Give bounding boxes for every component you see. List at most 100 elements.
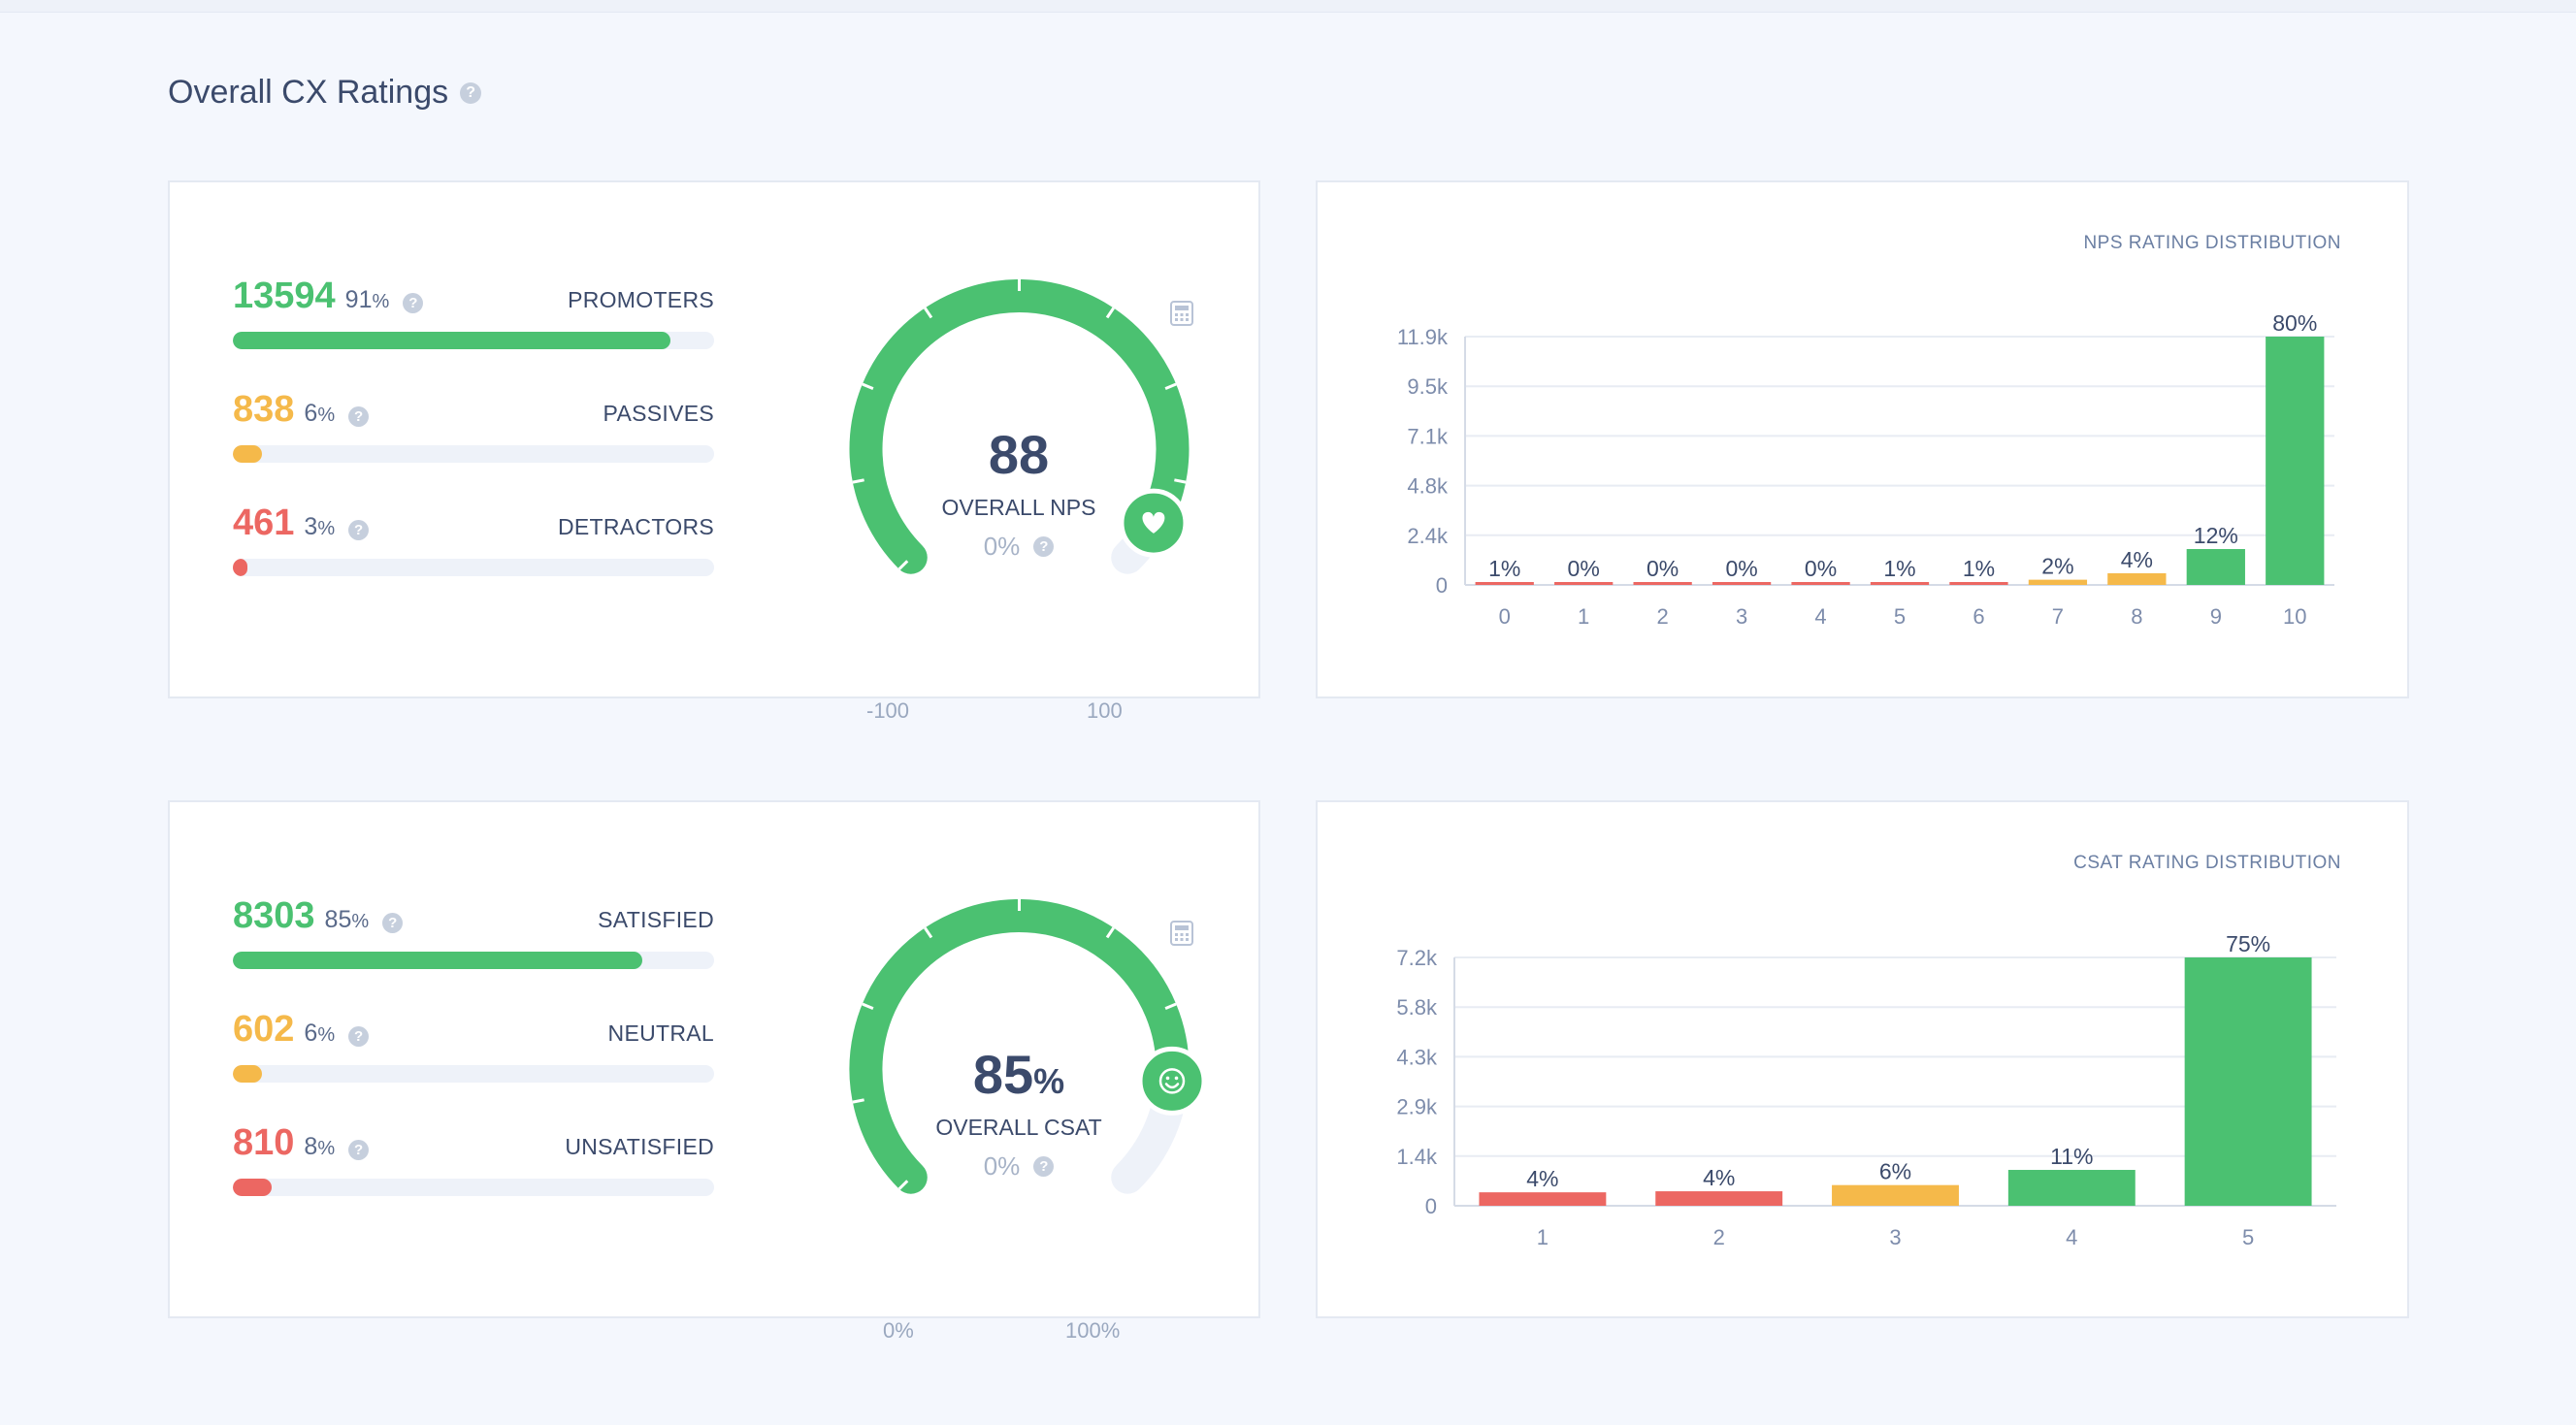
csat-gauge: 85% OVERALL CSAT 0%? 0% 100% [839, 899, 1227, 1343]
data-label: 2% [2041, 554, 2073, 579]
data-label: 0% [1568, 556, 1600, 581]
nps-gauge-max: 100 [1087, 698, 1123, 723]
data-label: 12% [2194, 523, 2238, 548]
bar[interactable] [1633, 582, 1692, 585]
csat-gauge-tick [1164, 1002, 1177, 1011]
bar[interactable] [1712, 582, 1772, 585]
progress-track [233, 332, 714, 349]
metric-count: 8303 [233, 895, 315, 936]
help-icon[interactable]: ? [460, 81, 482, 104]
csat-gauge-tick [862, 1002, 874, 1011]
nps-distribution-card: NPS RATING DISTRIBUTION 0 2.4k 4.8k 7.1k 9.5… [1316, 180, 2409, 698]
data-label: 0% [1647, 556, 1679, 581]
csat-gauge-tick [924, 926, 933, 939]
progress-fill [233, 445, 262, 463]
x-tick-label: 5 [2242, 1225, 2254, 1249]
calculator-icon[interactable] [1169, 921, 1194, 946]
progress-fill [233, 332, 671, 349]
x-tick-label: 3 [1889, 1225, 1901, 1249]
csat-gauge-max: 100% [1065, 1318, 1121, 1343]
bar[interactable] [1554, 582, 1614, 585]
bar[interactable] [1655, 1191, 1783, 1206]
bar[interactable] [1479, 1192, 1607, 1206]
metric-detractors: 461 3%? DETRACTORS [233, 502, 714, 576]
x-tick-label: 5 [1894, 604, 1906, 629]
data-label: 75% [2226, 931, 2270, 956]
metric-passives: 838 6%? PASSIVES [233, 389, 714, 463]
y-tick-label: 0 [1425, 1194, 1437, 1218]
y-tick-label: 2.9k [1396, 1095, 1438, 1119]
progress-fill [233, 1179, 272, 1196]
csat-distribution-chart: 0 1.4k 2.9k 4.3k 5.8k 7.2k 4% 1 4% 2 6% 3 11% 4 75% 5 [1396, 931, 2336, 1249]
metric-percent: 6% [304, 1020, 336, 1047]
y-tick-label: 4.3k [1396, 1045, 1438, 1069]
x-tick-label: 9 [2210, 604, 2222, 629]
bar[interactable] [1870, 582, 1930, 585]
metric-count: 13594 [233, 275, 336, 316]
csat-gauge-tick [852, 1098, 864, 1104]
csat-gauge-label: OVERALL CSAT [935, 1115, 1102, 1140]
x-tick-label: 1 [1578, 604, 1589, 629]
x-tick-label: 3 [1736, 604, 1747, 629]
progress-track [233, 445, 714, 463]
nps-gauge: 88 OVERALL NPS 0%? -100 100 [839, 279, 1227, 723]
bar[interactable] [2028, 579, 2088, 585]
calculator-icon[interactable] [1169, 301, 1194, 326]
data-label: 4% [1526, 1166, 1558, 1191]
nps-gauge-tick [862, 382, 874, 391]
nps-gauge-tick [924, 307, 933, 319]
data-label: 0% [1805, 556, 1837, 581]
data-label: 1% [1963, 556, 1995, 581]
metric-neutral: 602 6%? NEUTRAL [233, 1009, 714, 1083]
bar[interactable] [1475, 582, 1534, 585]
top-bar [0, 0, 2576, 13]
y-tick-label: 5.8k [1396, 995, 1438, 1020]
csat-gauge-tick [897, 1180, 909, 1190]
csat-gauge-min: 0% [883, 1318, 914, 1343]
bar[interactable] [1949, 582, 2008, 585]
data-label: 0% [1725, 556, 1757, 581]
y-tick-label: 1.4k [1396, 1145, 1438, 1169]
metric-satisfied: 8303 85%? SATISFIED [233, 895, 714, 969]
nps-gauge-fill [849, 279, 1190, 574]
y-tick-label: 11.9k [1397, 325, 1449, 349]
bar[interactable] [2266, 337, 2325, 585]
help-icon[interactable]: ? [348, 520, 370, 540]
help-icon[interactable]: ? [403, 293, 424, 313]
x-tick-label: 10 [2283, 604, 2306, 629]
y-tick-label: 7.2k [1396, 946, 1438, 970]
nps-gauge-tick [1174, 478, 1187, 484]
y-tick-label: 4.8k [1407, 474, 1449, 499]
y-tick-label: 9.5k [1407, 374, 1449, 399]
help-icon[interactable]: ? [348, 1026, 370, 1047]
nps-gauge-tick [852, 478, 864, 484]
metric-percent: 91% [344, 286, 390, 313]
nps-gauge-min: -100 [866, 698, 910, 723]
metric-label: UNSATISFIED [565, 1134, 714, 1159]
csat-gauge-change: 0%? [839, 1151, 1198, 1182]
nps-gauge-change: 0%? [839, 532, 1198, 562]
data-label: 4% [1703, 1165, 1735, 1190]
x-tick-label: 1 [1537, 1225, 1549, 1249]
metric-percent: 8% [304, 1133, 336, 1160]
x-tick-label: 6 [1973, 604, 1984, 629]
x-tick-label: 4 [2066, 1225, 2077, 1249]
bar[interactable] [2186, 548, 2245, 585]
bar[interactable] [1832, 1184, 1959, 1206]
bar[interactable] [2184, 957, 2312, 1206]
metric-label: PROMOTERS [568, 287, 714, 312]
help-icon[interactable]: ? [348, 406, 370, 427]
metric-label: SATISFIED [598, 907, 714, 932]
nps-gauge-value: 88 [988, 424, 1050, 485]
nps-gauge-tick [1105, 307, 1115, 319]
help-icon[interactable]: ? [1033, 536, 1055, 557]
help-icon[interactable]: ? [1033, 1156, 1055, 1177]
help-icon[interactable]: ? [348, 1140, 370, 1160]
metric-percent: 3% [304, 513, 336, 540]
bar[interactable] [2107, 572, 2167, 585]
help-icon[interactable]: ? [382, 913, 404, 933]
progress-track [233, 1065, 714, 1083]
metric-percent: 85% [324, 906, 370, 933]
bar[interactable] [2007, 1170, 2136, 1206]
bar[interactable] [1791, 582, 1850, 585]
